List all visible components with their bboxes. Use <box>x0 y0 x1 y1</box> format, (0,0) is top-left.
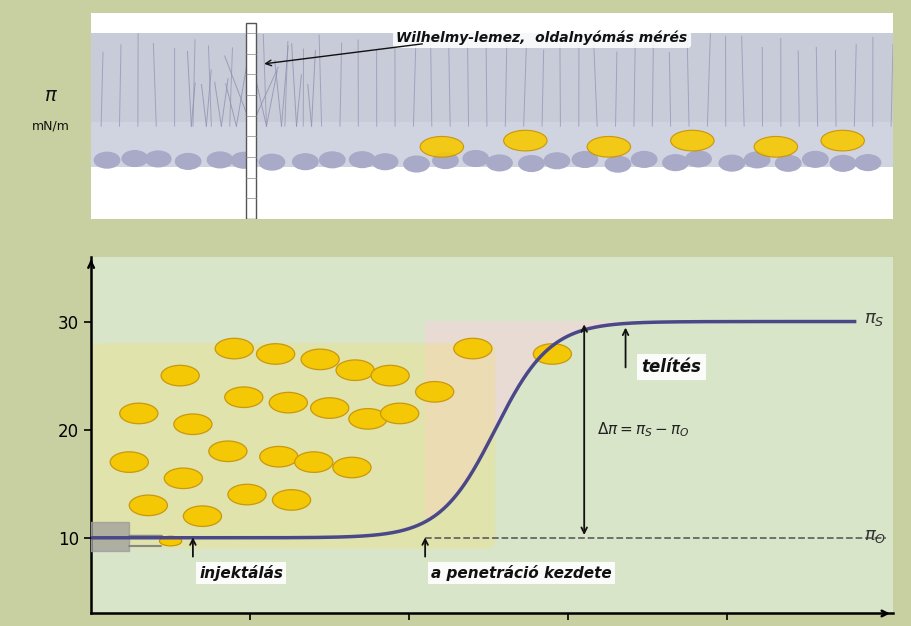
Ellipse shape <box>129 495 168 516</box>
Circle shape <box>373 154 398 170</box>
Ellipse shape <box>164 468 202 488</box>
FancyBboxPatch shape <box>91 343 495 548</box>
Ellipse shape <box>225 387 263 408</box>
Circle shape <box>260 154 284 170</box>
Text: a penetráció kezdete: a penetráció kezdete <box>432 565 612 581</box>
Ellipse shape <box>228 485 266 505</box>
Ellipse shape <box>119 403 158 424</box>
Circle shape <box>350 151 374 168</box>
Circle shape <box>663 155 688 170</box>
Ellipse shape <box>301 349 339 369</box>
Circle shape <box>518 156 544 172</box>
Ellipse shape <box>183 506 221 526</box>
Ellipse shape <box>336 360 374 381</box>
Circle shape <box>208 152 232 168</box>
Ellipse shape <box>161 366 200 386</box>
Circle shape <box>231 152 257 168</box>
Text: Wilhelmy-lemez,  oldalnyómás mérés: Wilhelmy-lemez, oldalnyómás mérés <box>396 30 688 44</box>
Bar <box>91 33 893 126</box>
Ellipse shape <box>670 130 714 151</box>
Circle shape <box>320 152 345 168</box>
Ellipse shape <box>533 344 571 364</box>
Circle shape <box>572 151 598 167</box>
Circle shape <box>855 155 881 170</box>
Ellipse shape <box>754 136 798 157</box>
Circle shape <box>292 154 318 170</box>
Circle shape <box>744 152 770 168</box>
Ellipse shape <box>209 441 247 461</box>
Text: π: π <box>46 86 56 105</box>
Text: mN/m: mN/m <box>32 120 70 133</box>
Ellipse shape <box>587 136 630 157</box>
Circle shape <box>719 155 744 171</box>
Ellipse shape <box>215 338 253 359</box>
Circle shape <box>122 151 148 167</box>
Ellipse shape <box>110 452 148 473</box>
Text: $\Delta\pi = \pi_S - \pi_O$: $\Delta\pi = \pi_S - \pi_O$ <box>597 420 690 439</box>
Circle shape <box>544 153 569 168</box>
Circle shape <box>176 153 200 169</box>
Circle shape <box>686 151 711 167</box>
Bar <box>91 122 893 167</box>
Text: $\pi_O$: $\pi_O$ <box>865 526 886 545</box>
Ellipse shape <box>371 366 409 386</box>
Ellipse shape <box>260 446 298 467</box>
Circle shape <box>803 151 828 167</box>
Circle shape <box>433 153 458 168</box>
Circle shape <box>605 156 630 172</box>
Circle shape <box>486 155 512 171</box>
Ellipse shape <box>257 344 294 364</box>
Ellipse shape <box>415 381 454 402</box>
Circle shape <box>95 152 119 168</box>
Ellipse shape <box>174 414 212 434</box>
Ellipse shape <box>270 393 307 413</box>
Ellipse shape <box>294 452 333 473</box>
Ellipse shape <box>420 136 464 157</box>
Ellipse shape <box>454 338 492 359</box>
Ellipse shape <box>504 130 547 151</box>
Circle shape <box>631 151 657 167</box>
Text: injektálás: injektálás <box>200 565 283 581</box>
Ellipse shape <box>381 403 419 424</box>
Circle shape <box>146 151 171 167</box>
Circle shape <box>775 155 801 171</box>
Ellipse shape <box>333 457 371 478</box>
Ellipse shape <box>159 536 182 546</box>
Text: telítés: telítés <box>641 358 701 376</box>
Bar <box>246 23 257 219</box>
Ellipse shape <box>821 130 865 151</box>
Text: $\pi_S$: $\pi_S$ <box>865 310 885 329</box>
Circle shape <box>404 156 429 172</box>
Ellipse shape <box>349 409 387 429</box>
Circle shape <box>463 151 488 167</box>
Ellipse shape <box>272 490 311 510</box>
Ellipse shape <box>311 398 349 418</box>
Circle shape <box>830 155 855 171</box>
